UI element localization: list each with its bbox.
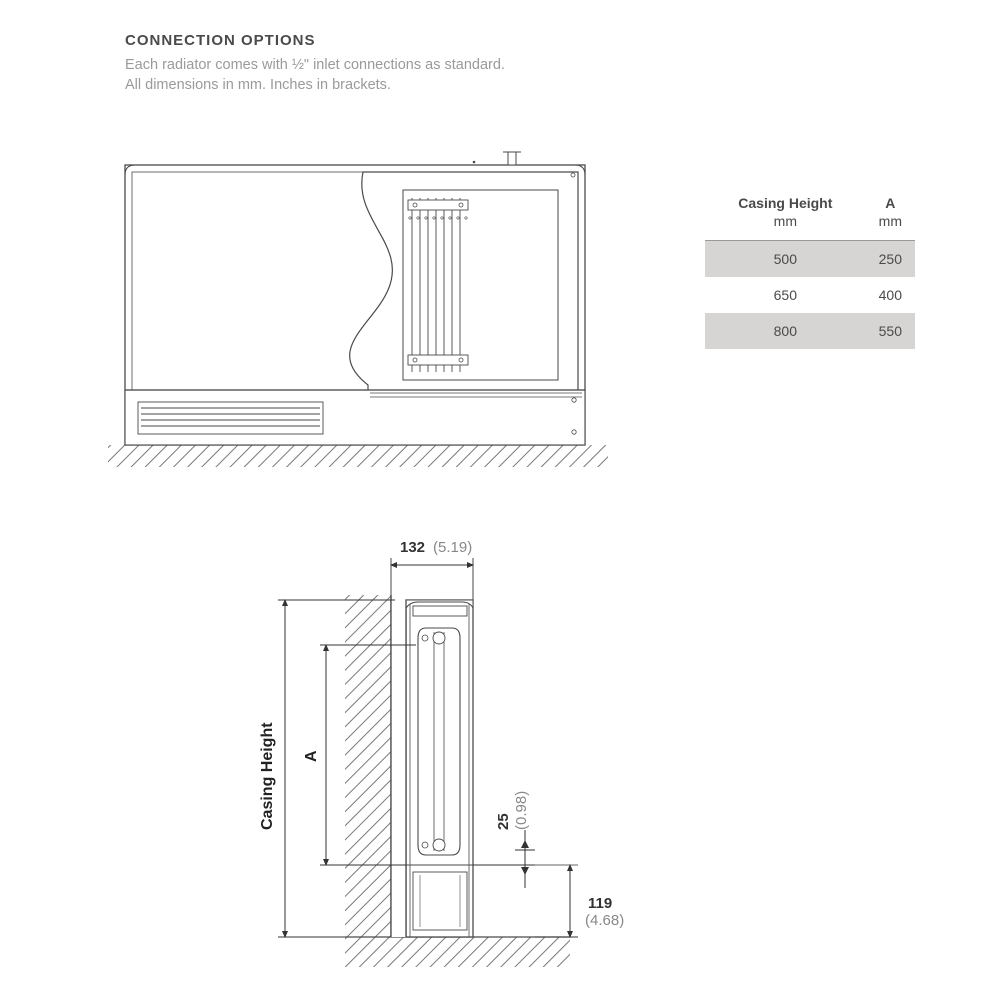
header: CONNECTION OPTIONS Each radiator comes w…: [125, 32, 505, 96]
subtitle-line-1: Each radiator comes with ½" inlet connec…: [125, 55, 505, 75]
page-title: CONNECTION OPTIONS: [125, 32, 505, 49]
dim-footer-in: (4.68): [585, 912, 624, 929]
dim-footer-mm: 119: [588, 895, 612, 912]
table-cell: 800: [705, 313, 866, 349]
table-cell: 250: [866, 241, 915, 278]
table-row: 650400: [705, 277, 915, 313]
dim-width-mm: 132: [400, 539, 425, 556]
table-cell: 650: [705, 277, 866, 313]
radiator-side-section-diagram: 132 (5.19) Casing Height A: [230, 530, 690, 980]
table-cell: 500: [705, 241, 866, 278]
dim-width-in: (5.19): [433, 539, 472, 556]
subtitle-line-2: All dimensions in mm. Inches in brackets…: [125, 75, 505, 95]
table-cell: 550: [866, 313, 915, 349]
col-header-casing-height: Casing Height mm: [705, 185, 866, 241]
table-row: 500250: [705, 241, 915, 278]
table-cell: 400: [866, 277, 915, 313]
table-row: 800550: [705, 313, 915, 349]
dim-clearance-mm: 25: [495, 813, 512, 830]
dim-clearance-in: (0.98): [513, 791, 530, 830]
radiator-front-diagram: [108, 150, 608, 470]
label-a: A: [303, 750, 320, 762]
dimensions-table: Casing Height mm A mm 500250650400800550: [705, 185, 915, 349]
label-casing-height: Casing Height: [259, 722, 276, 830]
col-header-a: A mm: [866, 185, 915, 241]
